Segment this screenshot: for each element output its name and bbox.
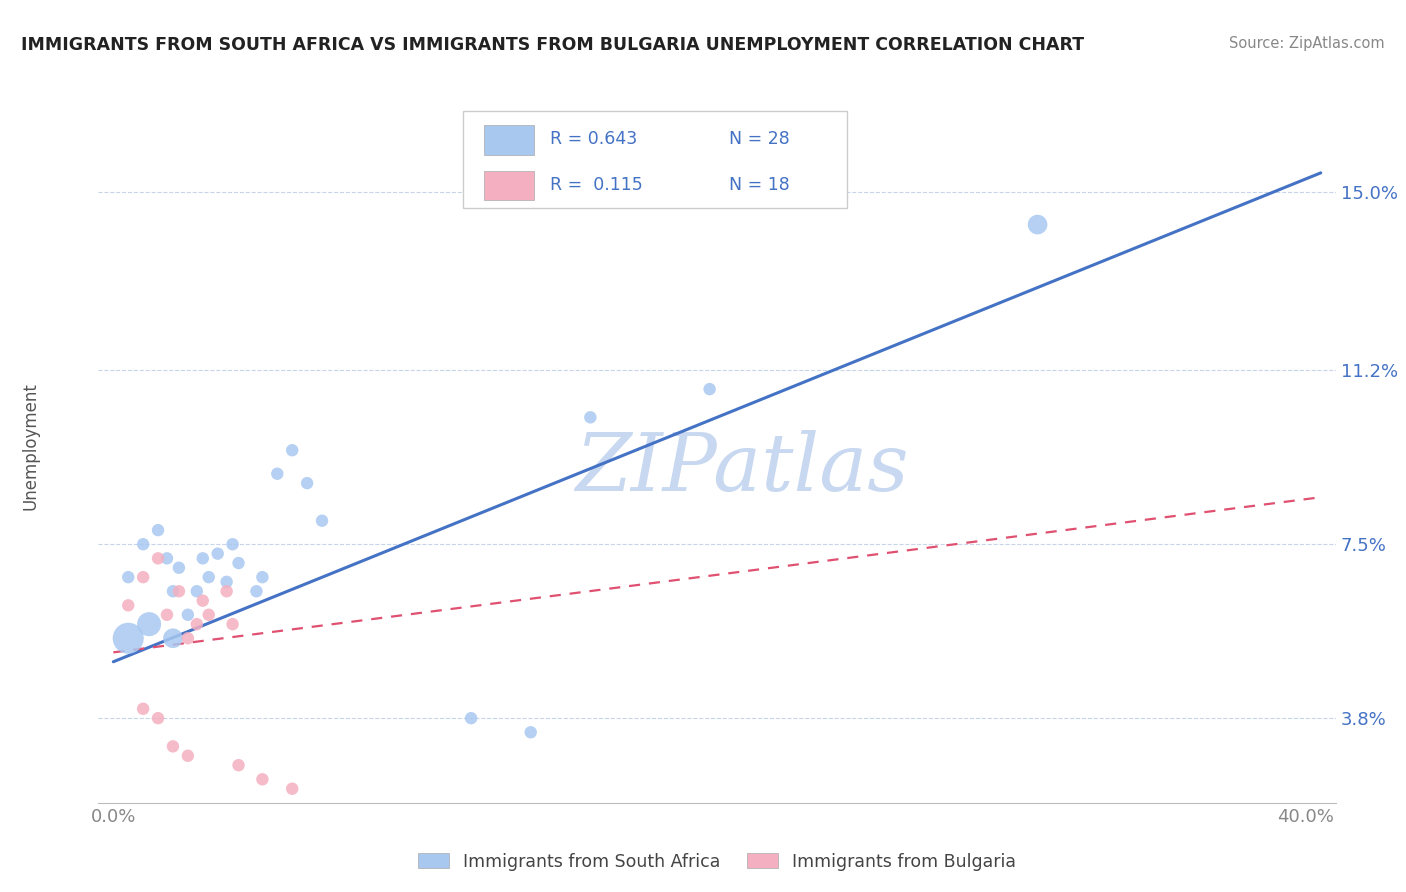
Point — [117, 632, 139, 646]
Point — [146, 711, 169, 725]
Point — [215, 584, 238, 599]
Text: N = 18: N = 18 — [730, 176, 790, 194]
Point — [197, 570, 219, 584]
Point — [177, 607, 200, 622]
Point — [186, 584, 208, 599]
Point — [460, 711, 482, 725]
Point — [281, 443, 304, 458]
Point — [132, 570, 155, 584]
Point — [699, 382, 721, 396]
Text: IMMIGRANTS FROM SOUTH AFRICA VS IMMIGRANTS FROM BULGARIA UNEMPLOYMENT CORRELATIO: IMMIGRANTS FROM SOUTH AFRICA VS IMMIGRAN… — [21, 36, 1084, 54]
Point — [1026, 218, 1049, 232]
Point — [117, 599, 139, 613]
Point — [177, 748, 200, 763]
Point — [138, 617, 160, 632]
Point — [191, 593, 214, 607]
Point — [252, 570, 274, 584]
Text: Unemployment: Unemployment — [22, 382, 39, 510]
Point — [167, 584, 190, 599]
Point — [177, 632, 200, 646]
Point — [117, 570, 139, 584]
Point — [186, 617, 208, 632]
Point — [162, 739, 184, 754]
Point — [266, 467, 288, 481]
Point — [191, 551, 214, 566]
Text: R =  0.115: R = 0.115 — [550, 176, 643, 194]
Point — [162, 584, 184, 599]
Point — [197, 607, 219, 622]
Text: N = 28: N = 28 — [730, 130, 790, 148]
Point — [162, 632, 184, 646]
Point — [156, 607, 179, 622]
Point — [221, 537, 243, 551]
Point — [132, 702, 155, 716]
Point — [146, 523, 169, 537]
Legend: Immigrants from South Africa, Immigrants from Bulgaria: Immigrants from South Africa, Immigrants… — [412, 846, 1022, 878]
Point — [281, 781, 304, 796]
Point — [579, 410, 602, 425]
Text: Source: ZipAtlas.com: Source: ZipAtlas.com — [1229, 36, 1385, 51]
Point — [245, 584, 267, 599]
Point — [146, 551, 169, 566]
Point — [519, 725, 541, 739]
Bar — [485, 126, 534, 154]
Bar — [485, 170, 534, 200]
Point — [228, 758, 250, 772]
Point — [167, 560, 190, 574]
Point — [221, 617, 243, 632]
Point — [215, 574, 238, 589]
FancyBboxPatch shape — [464, 111, 846, 208]
Point — [207, 547, 229, 561]
Text: R = 0.643: R = 0.643 — [550, 130, 637, 148]
Point — [228, 556, 250, 570]
Point — [156, 551, 179, 566]
Point — [311, 514, 333, 528]
Point — [252, 772, 274, 787]
Text: ZIPatlas: ZIPatlas — [575, 430, 908, 508]
Point — [295, 476, 318, 491]
Point — [132, 537, 155, 551]
